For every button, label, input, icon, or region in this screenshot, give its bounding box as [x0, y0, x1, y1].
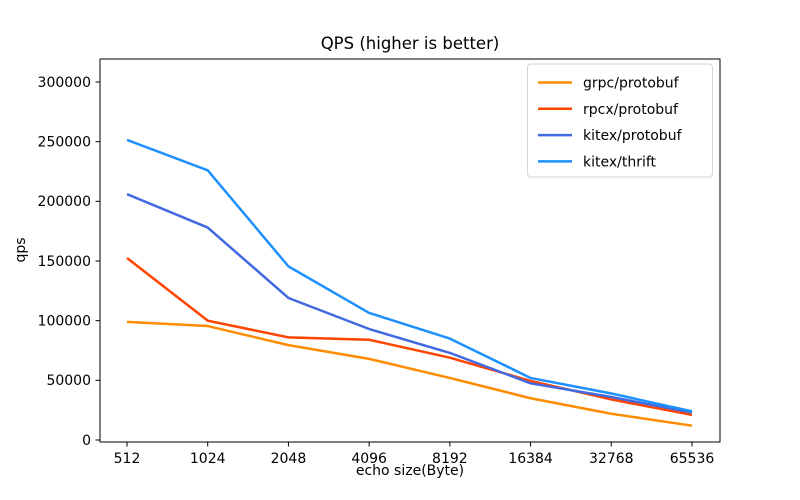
legend-label: grpc/protobuf	[583, 76, 680, 92]
x-tick-label: 16384	[508, 451, 553, 467]
x-tick-label: 32768	[589, 451, 634, 467]
chart-title: QPS (higher is better)	[320, 34, 500, 53]
y-axis-ticks: 0 50000 100000 150000 200000 250000 300000	[38, 75, 100, 449]
legend-label: rpcx/protobuf	[583, 102, 679, 118]
y-tick-label: 100000	[38, 313, 91, 329]
legend: grpc/protobuf rpcx/protobuf kitex/protobuf…	[527, 63, 713, 178]
legend-label: kitex/protobuf	[583, 128, 683, 144]
y-tick-label: 150000	[38, 254, 91, 270]
y-tick-label: 250000	[38, 134, 91, 150]
x-tick-label: 4096	[351, 451, 387, 467]
axes-frame	[99, 58, 721, 443]
x-tick-label: 1024	[190, 451, 226, 467]
x-tick-label: 512	[114, 451, 141, 467]
y-tick-label: 50000	[46, 373, 91, 389]
y-tick-label: 300000	[38, 75, 91, 91]
line-kitex-thrift	[126, 138, 693, 413]
x-tick-label: 8192	[432, 451, 468, 467]
x-tick-label: 2048	[271, 451, 307, 467]
line-kitex-protobuf	[126, 193, 693, 414]
x-axis-label: echo size(Byte)	[355, 463, 465, 479]
legend-label: kitex/thrift	[583, 154, 657, 170]
x-axis-ticks: 512 1024 2048 4096 8192 16384 32768 65536	[114, 442, 715, 467]
y-tick-label: 0	[82, 433, 91, 449]
legend-box	[527, 63, 713, 178]
line-rpcx-protobuf	[126, 257, 693, 417]
y-axis-label: qps	[13, 237, 29, 263]
x-tick-label: 65536	[670, 451, 715, 467]
line-grpc-protobuf	[126, 320, 693, 427]
plot-lines	[126, 138, 693, 427]
y-tick-label: 200000	[38, 194, 91, 210]
